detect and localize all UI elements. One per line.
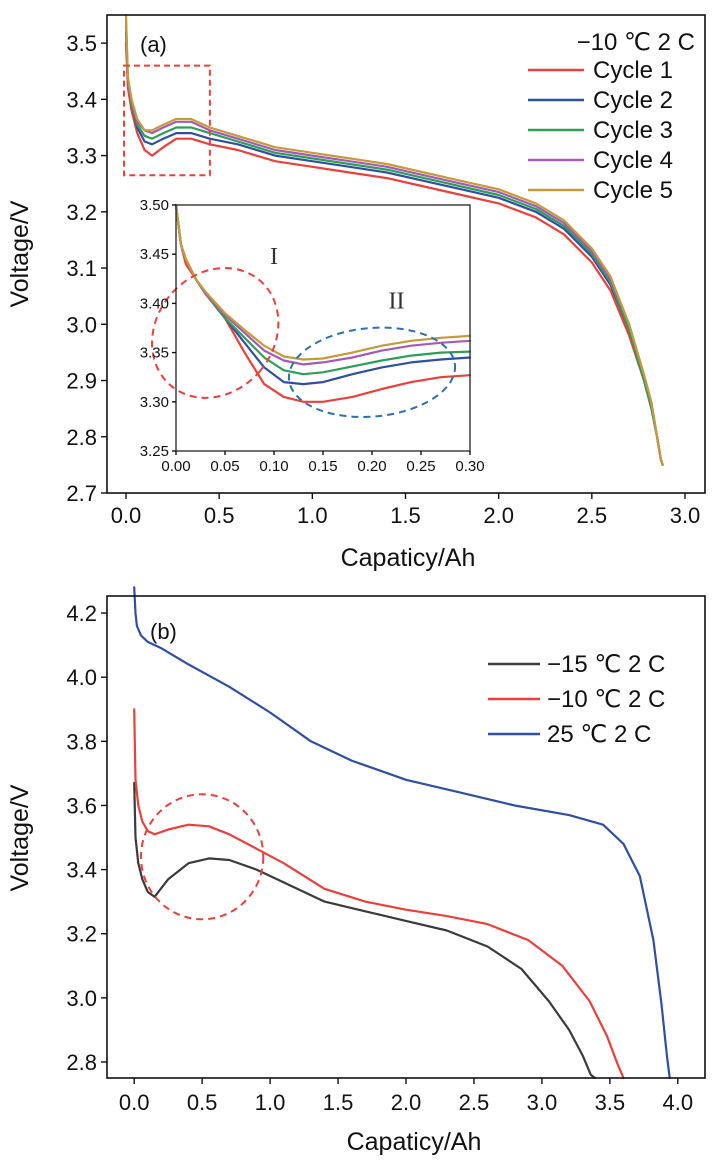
inset-background xyxy=(176,205,470,451)
inset-x-tick-label: 0.30 xyxy=(455,458,484,475)
panel-b-x-tick-label: 3.0 xyxy=(527,1090,558,1115)
panel-a-y-tick-label: 2.8 xyxy=(66,425,97,450)
inset-series-group xyxy=(174,203,472,403)
panel-b-x-tick-label: 1.5 xyxy=(323,1090,354,1115)
panel-b-legend-label: −15 ℃ 2 C xyxy=(547,651,665,678)
panel-b-chart: 0.0 0.5 1.0 1.5 2.0 2.5 3.0 3.5 4.0 2.8 3.0 3.2 3.4… xyxy=(6,586,706,1156)
panel-a-series-line-3 xyxy=(124,25,664,466)
panel-a-legend-label: Cycle 4 xyxy=(593,147,673,174)
panel-a-x-tick-label: 1.5 xyxy=(390,503,421,528)
panel-b-y-tick-label: 4.0 xyxy=(66,665,97,690)
panel-b-x-tick-label: 2.0 xyxy=(391,1090,422,1115)
inset-y-tick-label: 3.25 xyxy=(140,443,169,460)
panel-a-x-tick-label: 3.0 xyxy=(670,503,701,528)
panel-a-legend-label: Cycle 2 xyxy=(593,87,673,114)
panel-b-y-axis-label: Voltage/V xyxy=(6,784,34,891)
inset-y-tick-label: 3.40 xyxy=(140,295,169,312)
panel-b-y-tick-label: 3.6 xyxy=(66,793,97,818)
panel-a-x-tick-label: 1.0 xyxy=(297,503,328,528)
panel-b-y-tick-label: 2.8 xyxy=(66,1050,97,1075)
panel-b-annotation-ellipse xyxy=(139,793,265,921)
inset-x-ticks: 0.00 0.05 0.10 0.15 0.20 0.25 0.30 xyxy=(161,451,485,475)
panel-b-y-tick-label: 3.8 xyxy=(66,729,97,754)
panel-a-y-tick-label: 3.5 xyxy=(66,31,97,56)
inset-x-tick-label: 0.00 xyxy=(161,458,190,475)
inset-y-tick-label: 3.50 xyxy=(140,197,169,214)
panel-b-y-tick-label: 3.0 xyxy=(66,986,97,1011)
panel-a-legend-label: Cycle 1 xyxy=(593,57,673,84)
panel-b-series-line-2 xyxy=(133,708,625,1080)
panel-b-legend: −15 ℃ 2 C −10 ℃ 2 C 25 ℃ 2 C xyxy=(488,651,665,748)
inset-series-line-5 xyxy=(174,203,472,361)
panel-b-x-tick-label: 0.0 xyxy=(119,1090,150,1115)
inset-annotation-ellipse xyxy=(151,267,280,399)
panel-a-x-tick-label: 2.5 xyxy=(577,503,608,528)
inset-x-tick-label: 0.05 xyxy=(210,458,239,475)
inset-x-tick-label: 0.10 xyxy=(259,458,288,475)
panel-a-x-axis-label: Capaticy/Ah xyxy=(341,544,476,572)
panel-b-y-tick-label: 3.2 xyxy=(66,922,97,947)
panel-a-series-group xyxy=(124,13,664,466)
inset-x-tick-label: 0.15 xyxy=(308,458,337,475)
panel-a-y-tick-label: 3.2 xyxy=(66,200,97,225)
inset-x-tick-label: 0.25 xyxy=(406,458,435,475)
inset-y-tick-label: 3.45 xyxy=(140,246,169,263)
panel-b-x-axis-label: Capaticy/Ah xyxy=(347,1128,482,1156)
inset-x-tick-label: 0.20 xyxy=(357,458,386,475)
panel-b-y-tick-label: 4.2 xyxy=(66,601,97,626)
panel-b-series-line-3 xyxy=(133,586,671,1080)
panel-a-legend-label: Cycle 3 xyxy=(593,117,673,144)
panel-a-chart: 0.0 0.5 1.0 1.5 2.0 2.5 3.0 2.7 2.8 2.9 3.0 3.1 3.2… xyxy=(6,13,706,572)
panel-b-annotations xyxy=(139,793,265,921)
inset-y-tick-label: 3.35 xyxy=(140,345,169,362)
panel-a-legend-title: −10 ℃ 2 C xyxy=(577,29,695,56)
panel-a-x-tick-label: 0.0 xyxy=(111,503,142,528)
panel-a-y-tick-label: 3.4 xyxy=(66,87,97,112)
panel-b-label: (b) xyxy=(150,619,177,644)
inset-annotation-label: II xyxy=(389,288,405,314)
panel-b-x-tick-label: 4.0 xyxy=(663,1090,694,1115)
panel-b-legend-label: −10 ℃ 2 C xyxy=(547,686,665,713)
panel-a-y-tick-label: 3.1 xyxy=(66,256,97,281)
inset-y-tick-label: 3.30 xyxy=(140,394,169,411)
inset-y-ticks: 3.25 3.30 3.35 3.40 3.45 3.50 xyxy=(140,197,176,460)
panel-a-highlight-box xyxy=(123,64,211,177)
panel-a-y-tick-label: 3.3 xyxy=(66,144,97,169)
inset-annotation-ellipse xyxy=(287,326,457,418)
panel-a-y-ticks: 2.7 2.8 2.9 3.0 3.1 3.2 3.3 3.4 3.5 xyxy=(66,31,107,506)
panel-a-y-tick-label: 3.0 xyxy=(66,312,97,337)
panel-a-x-ticks: 0.0 0.5 1.0 1.5 2.0 2.5 3.0 xyxy=(111,493,701,528)
panel-b-series-line-1 xyxy=(133,781,597,1080)
panel-a-series-line-5 xyxy=(124,13,664,466)
panel-a-x-tick-label: 2.0 xyxy=(483,503,514,528)
panel-a-y-axis-label: Voltage/V xyxy=(6,200,34,307)
panel-a-y-tick-label: 2.9 xyxy=(66,369,97,394)
panel-b-y-tick-label: 3.4 xyxy=(66,858,97,883)
inset-annotations: III xyxy=(151,244,457,418)
panel-b-x-tick-label: 3.5 xyxy=(595,1090,626,1115)
panel-a-x-tick-label: 0.5 xyxy=(204,503,235,528)
panel-b-legend-label: 25 ℃ 2 C xyxy=(547,721,651,748)
panel-b-x-ticks: 0.0 0.5 1.0 1.5 2.0 2.5 3.0 3.5 4.0 xyxy=(119,1078,693,1115)
panel-b-series-group xyxy=(133,586,671,1080)
panel-b-x-tick-label: 1.0 xyxy=(255,1090,286,1115)
panel-b-y-ticks: 2.8 3.0 3.2 3.4 3.6 3.8 4.0 4.2 xyxy=(66,601,107,1075)
inset-chart: III 0.00 0.05 0.10 0.15 0.20 0.25 0.30 3.253.3… xyxy=(140,197,485,475)
panel-b-x-tick-label: 0.5 xyxy=(187,1090,218,1115)
panel-b-x-tick-label: 2.5 xyxy=(459,1090,490,1115)
panel-a-y-tick-label: 2.7 xyxy=(66,481,97,506)
inset-annotation-label: I xyxy=(270,244,278,270)
panel-a-label: (a) xyxy=(140,32,167,57)
panel-a-legend-label: Cycle 5 xyxy=(593,177,673,204)
panel-a-legend-items: Cycle 1 Cycle 2 Cycle 3 Cycle 4 Cycle 5 xyxy=(528,57,673,204)
